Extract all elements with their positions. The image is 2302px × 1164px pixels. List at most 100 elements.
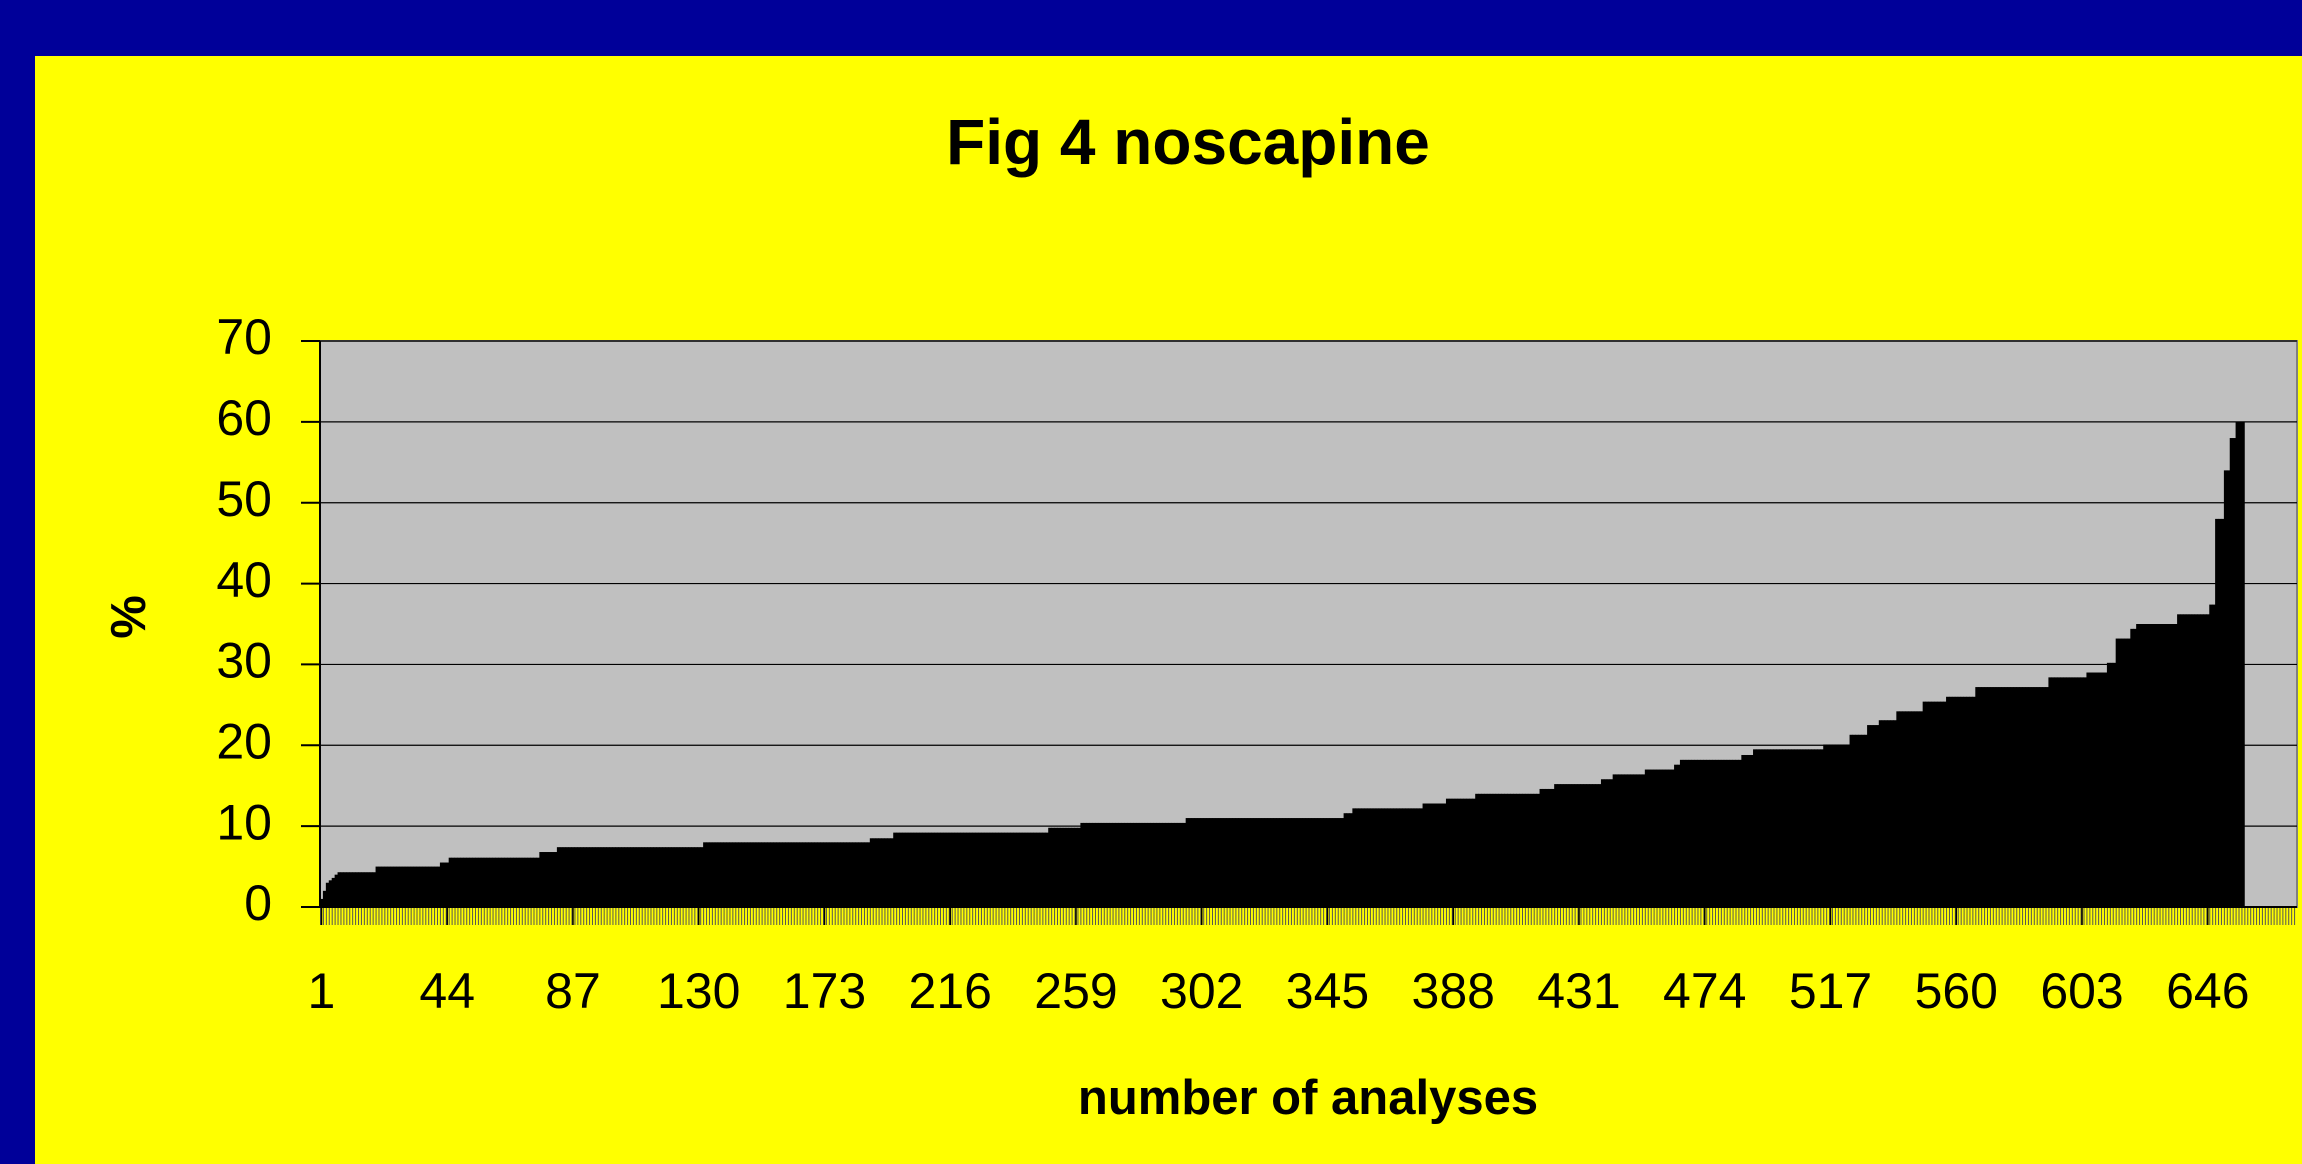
bar (1302, 818, 1306, 907)
bar (562, 847, 567, 907)
bar (2182, 614, 2187, 907)
bar (1384, 808, 1388, 907)
bar (1785, 749, 1789, 907)
bar (1948, 696, 1953, 907)
bar (349, 872, 353, 907)
bar (1984, 687, 1988, 907)
bar (1712, 759, 1716, 907)
bar (1039, 832, 1043, 907)
bar (1448, 798, 1453, 907)
bar (507, 857, 511, 907)
bar (530, 857, 534, 907)
bar (831, 842, 836, 907)
bar (2203, 614, 2207, 907)
bar (1717, 759, 1722, 907)
bar (1255, 818, 1260, 907)
bar (1086, 822, 1090, 907)
bar (615, 847, 619, 907)
bar (980, 832, 985, 907)
bar (1624, 774, 1628, 907)
bar (2095, 672, 2099, 907)
y-tick-label: 10 (216, 794, 272, 850)
bar (875, 838, 879, 907)
bar (583, 847, 587, 907)
bar (548, 852, 552, 907)
bar (1940, 701, 1944, 907)
bar (1913, 711, 1918, 907)
bar (483, 857, 488, 907)
bar (390, 866, 394, 907)
bar (460, 857, 464, 907)
bar (638, 847, 643, 907)
bar (1001, 832, 1005, 907)
bar (504, 857, 508, 907)
bar (1840, 744, 1845, 907)
y-tick-label: 30 (216, 633, 272, 689)
chart-title: Fig 4 noscapine (946, 106, 1430, 178)
bar (1171, 822, 1175, 907)
bar (726, 842, 730, 907)
bar (1603, 779, 1608, 907)
bar (1331, 818, 1336, 907)
bar (375, 866, 379, 907)
bar (1761, 749, 1766, 907)
bar (1598, 784, 1602, 907)
bar (1089, 822, 1093, 907)
bar (907, 832, 912, 907)
bar (2027, 687, 2032, 907)
bar (556, 847, 561, 907)
bar (1068, 827, 1073, 907)
bar (1004, 832, 1008, 907)
bar (1972, 696, 1976, 907)
bar (1027, 832, 1032, 907)
bar (594, 847, 599, 907)
x-tick-label: 259 (1034, 963, 1117, 1019)
bar (565, 847, 569, 907)
bar (1176, 822, 1181, 907)
bar (545, 852, 549, 907)
bar (1165, 822, 1169, 907)
bar (1443, 803, 1447, 907)
bar (621, 847, 625, 907)
bar (1843, 744, 1848, 907)
bar (2209, 604, 2213, 907)
bar (761, 842, 765, 907)
bar (1375, 808, 1380, 907)
bar (720, 842, 724, 907)
bar (1156, 822, 1160, 907)
bar (869, 838, 874, 907)
bar (1305, 818, 1309, 907)
bar (2051, 677, 2055, 907)
bar (343, 872, 347, 907)
bar (340, 872, 344, 907)
bar (328, 880, 333, 907)
bar (1346, 813, 1350, 907)
bar (1492, 793, 1497, 907)
bar (1946, 696, 1950, 907)
bar (1434, 803, 1438, 907)
bar (1963, 696, 1967, 907)
bar (1770, 749, 1774, 907)
bar (2185, 614, 2190, 907)
bar (2045, 687, 2049, 907)
bar (1767, 749, 1771, 907)
bar (1685, 759, 1690, 907)
bar (954, 832, 958, 907)
bar (1481, 793, 1485, 907)
bar (2112, 662, 2117, 907)
bar (808, 842, 812, 907)
bar (2101, 672, 2105, 907)
bar (1054, 827, 1058, 907)
bar (542, 852, 546, 907)
bar (1457, 798, 1461, 907)
x-tick-label: 130 (657, 963, 740, 1019)
bar (2235, 421, 2239, 907)
bar (1773, 749, 1777, 907)
bar (1250, 818, 1254, 907)
bar (691, 847, 695, 907)
bar (524, 857, 529, 907)
bar (635, 847, 640, 907)
bar (1630, 774, 1634, 907)
bar (1674, 764, 1678, 907)
bar (384, 866, 388, 907)
